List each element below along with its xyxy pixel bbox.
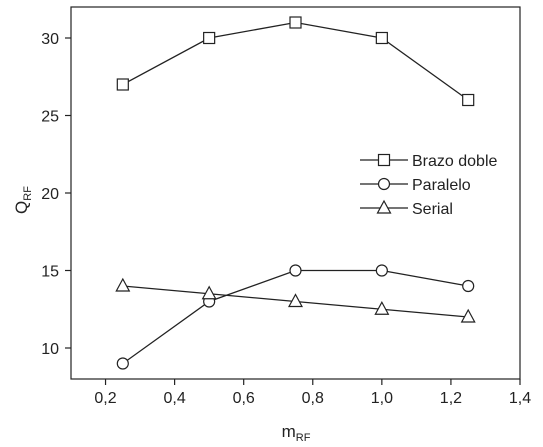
data-point-serial (115, 277, 131, 292)
data-point-brazo-doble (462, 93, 475, 107)
y-tick-label: 25 (41, 109, 59, 126)
data-point-brazo-doble (203, 31, 216, 45)
x-tick-label: 1,2 (440, 390, 462, 407)
series-line-brazo-doble (122, 21, 469, 101)
legend-marker (377, 153, 391, 167)
y-tick-label: 30 (41, 31, 59, 48)
legend-item-brazo-doble: Brazo doble (360, 153, 497, 170)
series-group (115, 16, 476, 370)
y-axis-label-sub: RF (22, 186, 34, 201)
data-point-paralelo (116, 357, 129, 370)
y-tick-label: 10 (41, 341, 59, 358)
x-axis-label-sub: RF (296, 432, 311, 444)
data-point-serial (374, 300, 390, 315)
data-point-brazo-doble (375, 31, 388, 45)
x-tick-label: 0,4 (163, 390, 185, 407)
series-brazo-doble (116, 16, 475, 107)
legend-label: Paralelo (412, 177, 471, 194)
legend-item-serial: Serial (360, 199, 453, 218)
y-axis-label-main: Q (12, 201, 31, 214)
y-axis: 10 15 20 25 30 (41, 31, 71, 358)
data-point-paralelo (375, 264, 388, 277)
y-axis-label: QRF (12, 186, 34, 214)
x-tick-label: 0,2 (94, 390, 116, 407)
data-point-brazo-doble (289, 16, 302, 29)
x-axis-label-main: m (282, 422, 296, 441)
legend-item-paralelo: Paralelo (360, 177, 471, 194)
x-tick-label: 0,8 (302, 390, 324, 407)
data-point-paralelo (289, 264, 302, 277)
data-point-serial (287, 293, 304, 308)
series-serial (115, 277, 476, 323)
legend-marker (377, 177, 391, 191)
x-tick-label: 1,4 (509, 390, 531, 407)
series-paralelo (116, 264, 475, 370)
legend-marker (376, 199, 392, 214)
data-point-brazo-doble (116, 78, 129, 91)
x-axis: 0,2 0,4 0,6 0,8 1,0 1,2 1,4 (94, 379, 531, 407)
legend-label: Serial (412, 201, 453, 218)
data-point-paralelo (462, 279, 475, 293)
series-line-paralelo (122, 269, 469, 365)
y-tick-label: 15 (41, 264, 59, 281)
data-point-serial (201, 285, 217, 300)
legend-label: Brazo doble (412, 153, 497, 170)
y-tick-label: 20 (41, 186, 59, 203)
x-tick-label: 1,0 (371, 390, 393, 407)
data-point-serial (460, 308, 476, 323)
x-axis-label: mRF (282, 422, 311, 444)
legend: Brazo doble Paralelo Serial (360, 153, 497, 218)
x-tick-label: 0,6 (233, 390, 255, 407)
